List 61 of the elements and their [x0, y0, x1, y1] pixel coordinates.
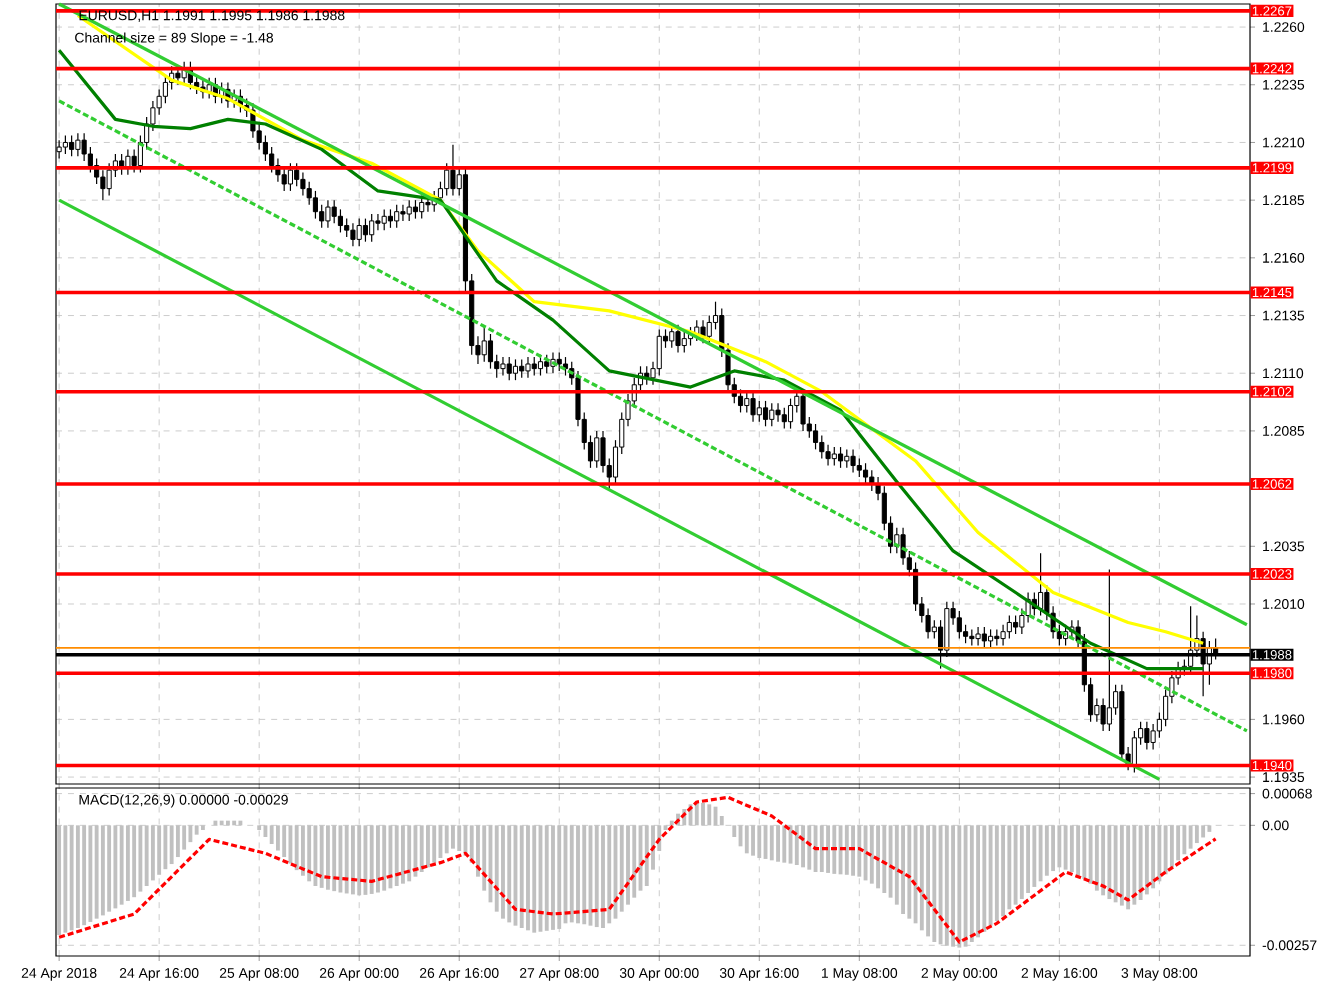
candlestick: [450, 144, 456, 197]
candlestick: [356, 218, 362, 247]
candlestick: [381, 208, 387, 231]
candlestick: [594, 430, 600, 469]
candlestick: [844, 448, 850, 469]
candlestick: [837, 446, 844, 469]
candlestick: [69, 134, 75, 157]
candlestick: [750, 391, 756, 423]
candlestick: [444, 162, 450, 197]
candlestick: [331, 199, 337, 224]
candlestick: [481, 326, 487, 363]
candlestick: [981, 626, 987, 649]
candlestick: [312, 190, 318, 220]
candlestick: [775, 402, 781, 423]
candlestick: [744, 391, 750, 414]
candlestick: [787, 398, 794, 430]
candlestick: [956, 610, 962, 640]
candlestick: [506, 356, 512, 381]
candlestick: [412, 199, 419, 220]
candlestick: [988, 628, 994, 649]
candlestick: [300, 171, 306, 197]
candlestick: [519, 358, 525, 379]
candlestick: [1144, 721, 1150, 750]
candlestick: [487, 333, 494, 370]
candlestick: [406, 199, 412, 222]
candlestick: [375, 213, 381, 231]
candlestick: [362, 218, 369, 243]
candlestick: [800, 388, 806, 432]
candlestick: [1131, 730, 1137, 774]
candlestick: [387, 208, 394, 229]
candlestick: [675, 324, 681, 354]
candlestick: [975, 626, 981, 647]
candlestick: [831, 446, 837, 467]
candlestick: [556, 351, 562, 372]
candlestick: [500, 356, 506, 377]
candlestick: [656, 328, 662, 377]
candlestick: [1000, 624, 1006, 647]
line-series: [57, 795, 1218, 944]
candlestick: [1006, 614, 1012, 640]
candlestick: [862, 462, 869, 485]
candlestick: [325, 199, 331, 229]
candlestick: [1013, 614, 1019, 635]
candlestick: [337, 208, 343, 234]
candlestick: [106, 162, 112, 197]
candlestick: [287, 162, 293, 192]
candlestick: [75, 132, 81, 157]
candlestick: [681, 331, 687, 354]
candlestick: [62, 134, 68, 155]
candlestick: [769, 402, 775, 427]
candlestick: [400, 204, 406, 222]
candlestick: [850, 448, 856, 474]
candlestick: [525, 356, 531, 379]
candlestick: [369, 213, 375, 243]
candlestick: [350, 222, 356, 247]
candlestick: [512, 358, 519, 381]
candlestick: [394, 204, 400, 229]
candlestick: [531, 356, 537, 377]
candlestick: [756, 400, 762, 423]
candlestick: [762, 400, 769, 427]
candlestick: [825, 444, 831, 467]
candlestick: [781, 407, 787, 430]
